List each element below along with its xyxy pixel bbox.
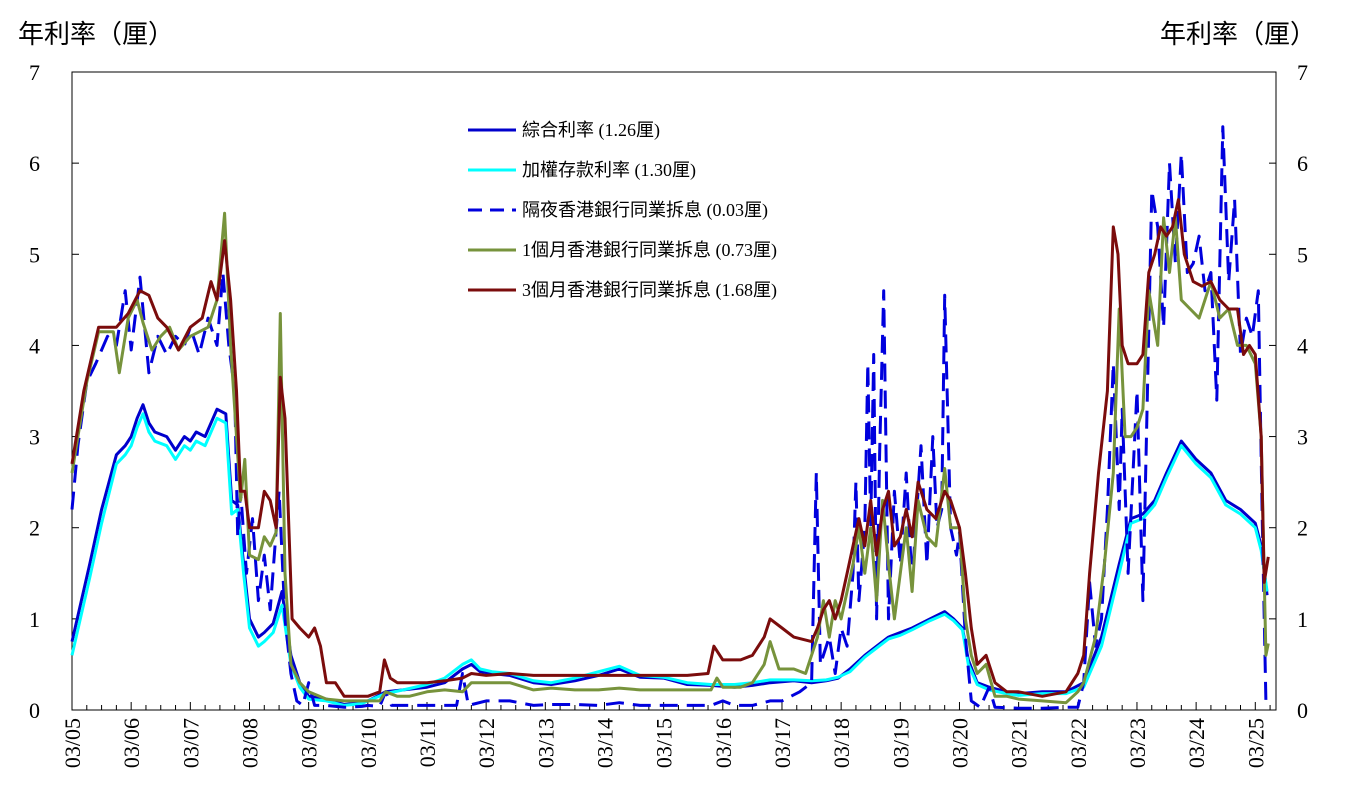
legend: 綜合利率 (1.26厘) 加權存款利率 (1.30厘) 隔夜香港銀行同業拆息 (0.… (468, 120, 777, 301)
x-tick-label: 03/17 (770, 718, 795, 768)
y-tick-label-right: 6 (1297, 151, 1308, 176)
x-tick-label: 03/22 (1066, 718, 1091, 768)
x-axis: 03/05 03/06 03/07 03/08 03/09 03/10 03/11 03/12… (60, 702, 1271, 768)
x-tick-label: 03/23 (1125, 718, 1150, 768)
y-tick-label-left: 4 (29, 333, 40, 358)
y-tick-label-right: 0 (1297, 698, 1308, 723)
y-tick-label-right: 5 (1297, 242, 1308, 267)
y-tick-label-right: 3 (1297, 425, 1308, 450)
legend-label-2: 加權存款利率 (1.30厘) (522, 160, 696, 181)
x-tick-label: 03/21 (1007, 718, 1032, 768)
y-axis-title-left: 年利率（厘） (18, 20, 175, 49)
x-tick-label: 03/11 (415, 718, 440, 767)
series-line-5 (70, 198, 1270, 698)
y-tick-label-right: 7 (1297, 60, 1308, 85)
x-tick-label: 03/19 (888, 718, 913, 768)
legend-label-3: 隔夜香港銀行同業拆息 (0.03厘) (522, 200, 768, 221)
y-tick-label-left: 5 (29, 242, 40, 267)
x-tick-label: 03/18 (829, 718, 854, 768)
y-axes: 0 0 1 1 2 2 3 3 4 4 5 5 6 6 7 7 (29, 60, 1308, 723)
y-tick-label-left: 0 (29, 698, 40, 723)
x-tick-label: 03/13 (533, 718, 558, 768)
y-tick-label-left: 1 (29, 607, 40, 632)
series-line-4 (70, 211, 1270, 705)
plot-area-border (71, 71, 1277, 711)
x-tick-label: 03/05 (60, 718, 85, 768)
x-tick-label: 03/24 (1184, 718, 1209, 768)
y-axis-title-right: 年利率（厘） (1159, 20, 1316, 49)
x-tick-label: 03/06 (119, 718, 144, 768)
series-lines (70, 125, 1270, 710)
x-tick-label: 03/25 (1243, 718, 1268, 768)
x-tick-label: 03/20 (947, 718, 972, 768)
series-line-1 (70, 403, 1269, 706)
y-tick-label-left: 3 (29, 425, 40, 450)
x-tick-label: 03/14 (592, 718, 617, 768)
x-tick-label: 03/16 (711, 718, 736, 768)
y-tick-label-right: 4 (1297, 333, 1308, 358)
x-tick-label: 03/10 (356, 718, 381, 768)
y-tick-label-left: 6 (29, 151, 40, 176)
x-tick-label: 03/15 (652, 718, 677, 768)
y-tick-label-right: 2 (1297, 516, 1308, 541)
x-tick-label: 03/09 (297, 718, 322, 768)
legend-label-1: 綜合利率 (1.26厘) (522, 120, 660, 141)
y-tick-label-left: 2 (29, 516, 40, 541)
y-tick-label-right: 1 (1297, 607, 1308, 632)
x-tick-label: 03/07 (178, 718, 203, 768)
x-tick-label: 03/08 (237, 718, 262, 768)
legend-label-4: 1個月香港銀行同業拆息 (0.73厘) (522, 240, 777, 261)
legend-label-5: 3個月香港銀行同業拆息 (1.68厘) (522, 280, 777, 301)
x-tick-label: 03/12 (474, 718, 499, 768)
y-tick-label-left: 7 (29, 60, 40, 85)
